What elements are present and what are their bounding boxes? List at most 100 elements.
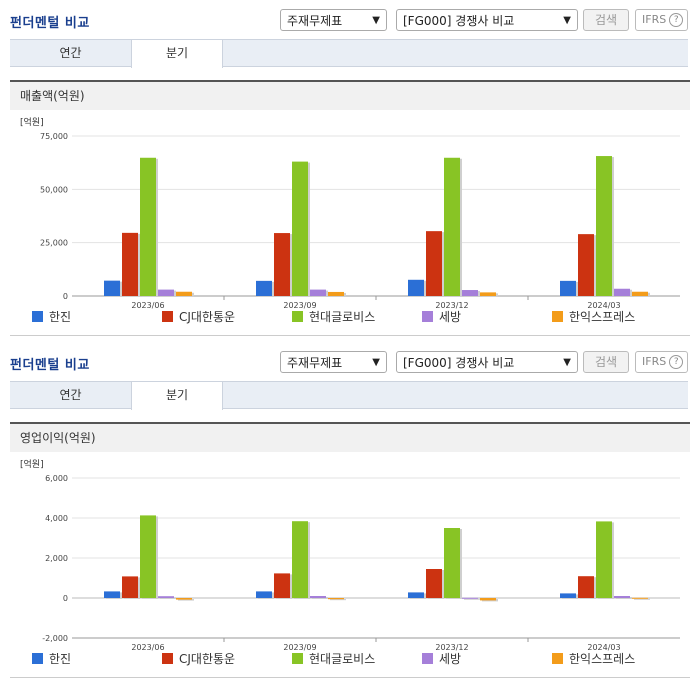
legend-label: 세방 [439,652,461,666]
chart-title: 영업이익(억원) [10,422,690,452]
period-tabs: 연간 분기 [10,39,688,68]
unit-label: [억원] [20,116,44,128]
search-button[interactable]: 검색 [583,9,629,31]
legend-label: 한익스프레스 [569,310,635,324]
tab-quarterly[interactable]: 분기 [131,40,223,68]
legend-swatch [32,311,43,322]
comparison-group-select[interactable]: [FG000] 경쟁사 비교 ▼ [396,9,578,31]
bar [578,576,594,598]
legend-label: 한익스프레스 [569,652,635,666]
legend-label: CJ대한통운 [179,652,235,666]
legend-swatch [552,653,563,664]
x-tick-label: 2024/03 [587,301,620,310]
chart-area: [억원] 0 25,000 50,000 75,000 2023/06 2023/09 202… [10,110,690,336]
bar [104,280,120,296]
tab-quarterly[interactable]: 분기 [131,382,223,410]
y-tick-label: 2,000 [45,554,68,563]
ifrs-label: IFRS [642,355,667,368]
bar [408,279,424,296]
bar [158,289,174,296]
bar [632,291,648,296]
bar [444,157,460,296]
bar [122,576,138,598]
bar [614,596,630,598]
unit-label: [억원] [20,458,44,470]
legend-swatch [552,311,563,322]
help-icon: ? [669,355,684,369]
bar [140,157,156,296]
legend-swatch [162,311,173,322]
bar [256,591,272,598]
bar [158,596,174,598]
chevron-down-icon: ▼ [563,15,571,26]
tab-annual[interactable]: 연간 [59,46,82,60]
ifrs-help-button[interactable]: IFRS? [635,351,688,373]
bar [274,233,290,296]
bar [328,291,344,296]
bar [122,232,138,296]
bar [328,598,344,600]
bar [408,592,424,598]
bar [104,591,120,598]
bar-shadow [178,599,194,601]
bar [444,528,460,598]
x-tick-label: 2023/09 [283,643,316,652]
fundamental-panel-revenue: 펀더멘털 비교 주재무제표 ▼ [FG000] 경쟁사 비교 ▼ 검색 IFRS… [0,0,696,336]
bar-shadow [634,598,650,600]
chevron-down-icon: ▼ [563,357,571,368]
legend-swatch [292,311,303,322]
legend-swatch [32,653,43,664]
search-button[interactable]: 검색 [583,351,629,373]
bar [462,290,478,296]
bar [480,292,496,296]
statement-type-value: 주재무제표 [287,14,343,28]
legend-label: CJ대한통운 [179,310,235,324]
ifrs-help-button[interactable]: IFRS? [635,9,688,31]
y-tick-label: 0 [63,594,68,603]
bar [310,596,326,598]
bar [480,598,496,601]
x-tick-label: 2023/12 [435,301,468,310]
x-tick-label: 2023/09 [283,301,316,310]
bar [256,280,272,296]
operating-profit-chart: [억원] -2,000 0 2,000 4,000 6,000 2023/06 2023/09… [20,458,680,666]
bar [176,598,192,600]
ifrs-label: IFRS [642,13,667,26]
x-tick-label: 2023/06 [131,301,164,310]
tab-annual[interactable]: 연간 [59,388,82,402]
panel-header: 펀더멘털 비교 주재무제표 ▼ [FG000] 경쟁사 비교 ▼ 검색 IFRS… [0,342,696,380]
comparison-group-value: [FG000] 경쟁사 비교 [403,356,515,370]
y-tick-label: 50,000 [40,185,68,194]
panel-header: 펀더멘털 비교 주재무제표 ▼ [FG000] 경쟁사 비교 ▼ 검색 IFRS… [0,0,696,38]
comparison-group-value: [FG000] 경쟁사 비교 [403,14,515,28]
legend-swatch [292,653,303,664]
bar-shadow [330,599,346,601]
statement-type-select[interactable]: 주재무제표 ▼ [280,9,387,31]
bar-shadow [464,598,480,600]
comparison-group-select[interactable]: [FG000] 경쟁사 비교 ▼ [396,351,578,373]
chart-title: 매출액(억원) [10,80,690,110]
fundamental-panel-operating-profit: 펀더멘털 비교 주재무제표 ▼ [FG000] 경쟁사 비교 ▼ 검색 IFRS… [0,342,696,684]
bar [426,569,442,598]
statement-type-select[interactable]: 주재무제표 ▼ [280,351,387,373]
bar [462,597,478,599]
bar [560,593,576,598]
legend-label: 한진 [49,310,71,324]
bar [596,521,612,598]
y-tick-label: 75,000 [40,132,68,141]
y-tick-label: 25,000 [40,239,68,248]
y-tick-label: -2,000 [42,634,68,643]
legend-label: 현대글로비스 [309,310,375,324]
help-icon: ? [669,13,684,27]
x-tick-label: 2024/03 [587,643,620,652]
legend-swatch [422,311,433,322]
revenue-chart: [억원] 0 25,000 50,000 75,000 2023/06 2023/09 202… [20,116,680,324]
panel-title: 펀더멘털 비교 [10,358,90,373]
legend-swatch [162,653,173,664]
chevron-down-icon: ▼ [372,357,380,368]
legend-swatch [422,653,433,664]
legend-label: 현대글로비스 [309,652,375,666]
bar [140,515,156,598]
panel-title: 펀더멘털 비교 [10,16,90,31]
y-tick-label: 4,000 [45,514,68,523]
